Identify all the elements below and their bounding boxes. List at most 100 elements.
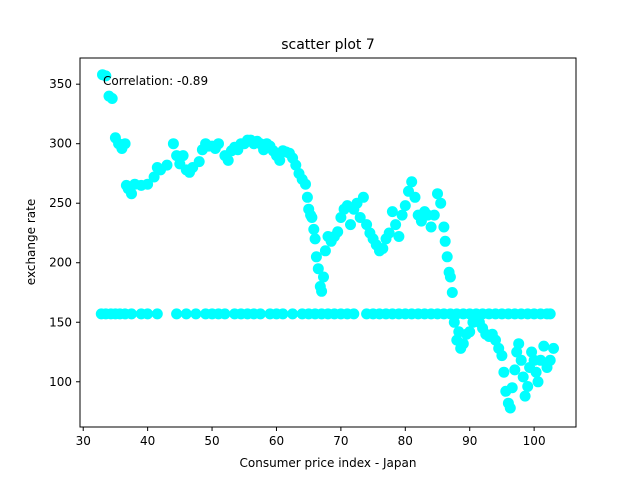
x-tick-label: 40 [140,434,155,448]
data-point [335,212,347,223]
data-point [316,285,328,297]
data-point [309,233,321,245]
data-point [425,221,437,233]
y-tick-label: 300 [49,137,72,151]
data-point [517,371,529,383]
data-point [457,338,469,350]
data-point [300,178,311,190]
x-tick-label: 50 [204,434,219,448]
data-point [348,308,360,320]
data-point [544,308,556,320]
points-layer [95,69,559,414]
data-point [428,209,440,221]
x-tick-label: 100 [523,434,546,448]
data-point [383,227,395,239]
data-point [151,308,163,320]
y-tick-label: 150 [49,315,72,329]
data-point [506,382,518,394]
data-point [522,381,534,392]
data-point [106,93,118,104]
data-point [345,219,356,231]
data-point [530,366,542,378]
x-axis-label: Consumer price index - Japan [240,456,417,470]
x-tick-label: 70 [333,434,348,448]
data-point [448,316,460,328]
data-point [167,138,179,150]
data-point [126,188,137,200]
data-point [306,212,318,223]
data-point [464,326,476,338]
data-point [526,346,538,358]
data-point [171,308,183,320]
data-point [312,263,324,275]
data-point [496,350,508,362]
data-point [277,308,289,320]
data-point [142,308,154,320]
data-point [310,251,322,263]
data-point [319,245,331,257]
data-point [222,154,234,166]
data-point [439,235,451,247]
data-point [548,342,559,354]
data-point [190,308,202,320]
data-point [409,191,421,203]
data-point [432,188,443,200]
data-point [354,212,366,223]
data-point [254,308,266,320]
x-tick-label: 60 [269,434,284,448]
y-tick-label: 250 [49,196,72,210]
data-point [180,308,192,320]
data-point [318,271,329,283]
data-point [290,159,302,171]
data-point [100,70,112,82]
data-point [438,221,450,233]
data-point [308,223,320,235]
data-point [406,176,418,188]
data-point [509,364,521,376]
x-axis-ticks: 30 40 50 60 70 80 90 100 [76,427,546,448]
data-point [532,376,544,388]
data-point [393,231,405,242]
chart-title: scatter plot 7 [281,37,375,53]
x-tick-label: 80 [398,434,413,448]
data-point [287,308,299,320]
data-point [274,154,286,166]
data-point [399,200,411,212]
data-point [148,171,160,183]
data-point [142,178,154,190]
y-axis-ticks: 100 150 200 250 300 350 [49,77,80,389]
data-point [444,271,456,283]
data-point [435,197,447,209]
data-point [396,209,408,221]
data-point [177,150,189,162]
data-point [498,366,510,378]
data-point [193,156,205,168]
y-tick-label: 100 [49,375,72,389]
correlation-annotation: Correlation: -0.89 [103,74,208,88]
data-point [386,206,398,218]
y-axis-label: exchange rate [24,199,38,285]
data-point [119,138,131,150]
data-point [504,402,516,414]
x-tick-label: 30 [76,434,91,448]
data-point [161,159,173,171]
data-point [332,226,344,238]
data-point [511,346,523,358]
x-tick-label: 90 [462,434,477,448]
data-point [377,243,389,254]
data-point [441,251,453,263]
data-point [519,390,531,402]
data-point [219,308,231,320]
data-point [213,138,224,150]
y-tick-label: 200 [49,256,72,270]
data-point [446,287,458,298]
data-point [361,219,373,231]
data-point [535,354,547,366]
data-point [538,340,550,352]
y-tick-label: 350 [49,77,72,91]
data-point [515,354,527,366]
data-point [513,338,525,350]
data-point [490,334,501,346]
